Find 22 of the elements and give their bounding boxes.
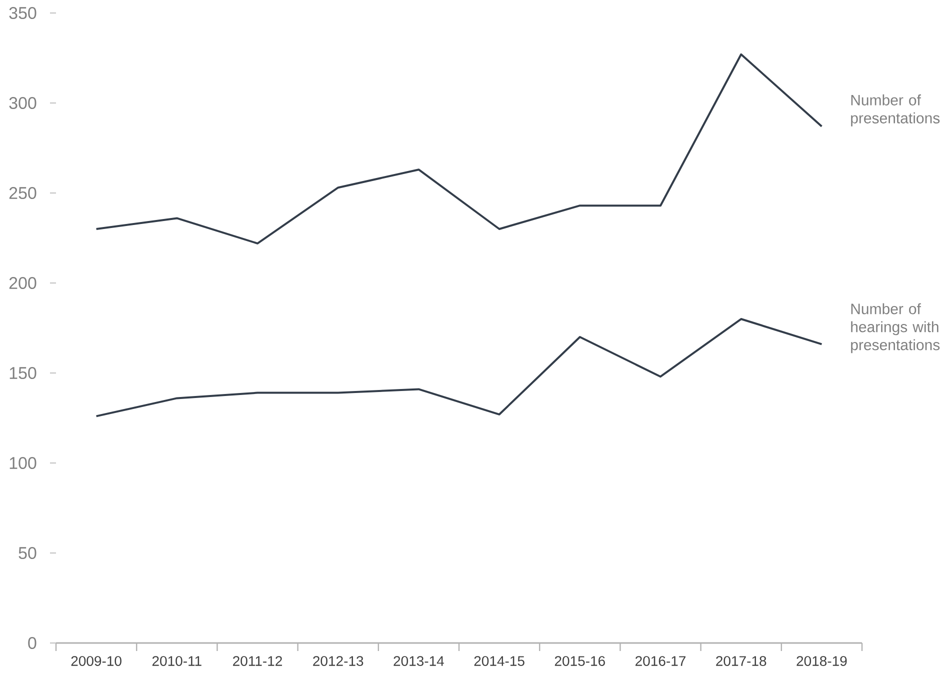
line-series (95, 318, 823, 418)
x-tick-label: 2010-11 (152, 656, 202, 666)
y-tick-label: 200 (9, 277, 36, 290)
series-label: Number of presentations (851, 94, 940, 126)
x-tick-label: 2018-19 (796, 656, 847, 666)
y-tick-label: 150 (10, 367, 36, 380)
y-tick-label: 250 (9, 187, 36, 200)
x-tick-label: 2015-16 (554, 656, 605, 666)
x-tick-label: 2012-13 (313, 656, 364, 666)
x-tick-label: 2014-15 (474, 656, 524, 666)
x-tick-label: 2011-12 (233, 656, 282, 666)
y-tick-label: 0 (28, 636, 36, 650)
y-tick-label: 300 (9, 97, 36, 110)
y-tick-label: 100 (10, 457, 36, 470)
line-series (95, 53, 823, 244)
y-tick-label: 350 (9, 7, 36, 20)
x-tick-label: 2016-17 (636, 656, 686, 666)
x-tick-label: 2009-10 (71, 656, 122, 666)
x-tick-label: 2017-18 (716, 656, 766, 666)
y-tick-label: 50 (18, 547, 36, 560)
x-tick-label: 2013-14 (394, 656, 444, 666)
text: Number of hearings with presentations (851, 303, 940, 354)
